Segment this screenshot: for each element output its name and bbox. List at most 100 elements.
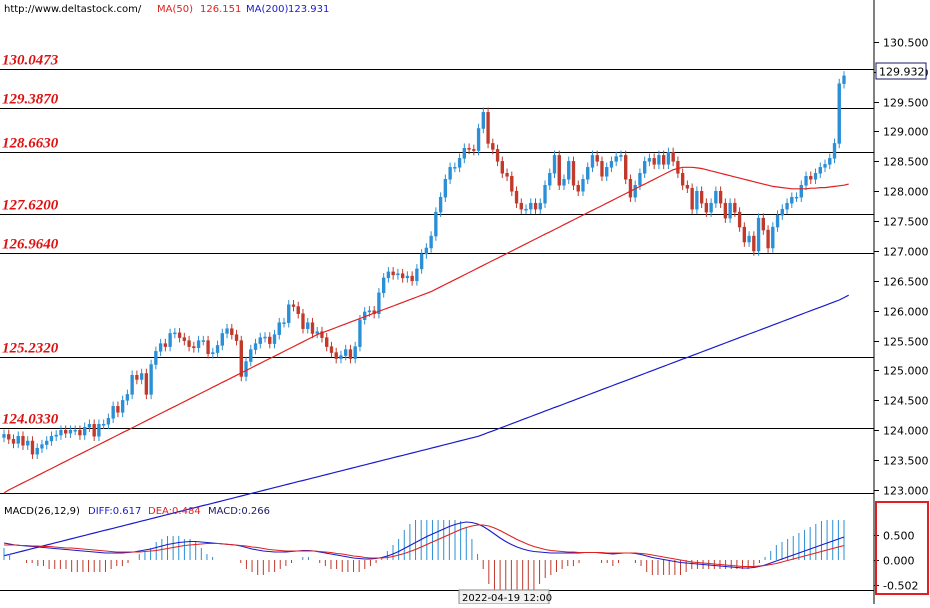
- candle-body: [125, 394, 130, 401]
- candle-body: [742, 226, 747, 243]
- candle-body: [45, 440, 49, 445]
- candle-body: [230, 328, 234, 335]
- candle-body: [761, 217, 765, 231]
- candle-body: [21, 435, 25, 446]
- candle-body: [832, 143, 837, 159]
- candle-body: [666, 152, 671, 165]
- level-label-3: 127.6200: [2, 198, 59, 214]
- candle-body: [747, 235, 751, 243]
- candle-body: [154, 351, 158, 365]
- candle-body: [661, 155, 666, 165]
- candle-body: [671, 152, 675, 162]
- macd-axis-highlight: [875, 501, 929, 595]
- site-url[interactable]: http://www.deltastock.com/: [4, 4, 142, 15]
- candle-body: [647, 158, 652, 162]
- candle-body: [83, 427, 87, 436]
- candle-body: [718, 190, 723, 204]
- candle-body: [429, 235, 433, 249]
- candle-body: [533, 202, 538, 210]
- candle-body: [59, 430, 63, 436]
- candle-body: [543, 184, 547, 204]
- candle-body: [282, 322, 286, 324]
- candle-body: [472, 149, 476, 151]
- candle-body: [244, 361, 248, 377]
- candle-body: [771, 226, 775, 249]
- y-tick-label-12: 129.000: [883, 126, 929, 139]
- y-tick-label-2: 124.000: [883, 425, 929, 438]
- candle-body: [201, 340, 205, 342]
- candle-body: [586, 167, 590, 180]
- candle-body: [410, 275, 414, 282]
- candle-body: [728, 202, 732, 219]
- candle-body: [334, 352, 338, 359]
- candle-body: [766, 229, 770, 249]
- candle-body: [215, 345, 220, 353]
- candle-body: [26, 440, 30, 446]
- candle-body: [823, 164, 827, 168]
- candle-body: [30, 440, 35, 455]
- candle-body: [614, 156, 618, 162]
- candle-body: [381, 277, 386, 294]
- candle-body: [225, 328, 229, 334]
- candle-body: [320, 331, 324, 338]
- candle-body: [106, 418, 111, 425]
- macd-dea-label: DEA:0.484: [148, 506, 201, 517]
- candle-body: [329, 346, 334, 353]
- candle-body: [92, 424, 96, 437]
- candle-body: [590, 155, 595, 168]
- y-tick-label-3: 124.500: [883, 395, 929, 408]
- candle-body: [780, 208, 784, 216]
- candle-body: [794, 196, 799, 199]
- candle-body: [443, 179, 448, 198]
- candle-body: [301, 313, 305, 329]
- candle-body: [405, 275, 410, 279]
- candle-body: [120, 400, 125, 413]
- candle-body: [624, 155, 628, 180]
- y-tick-label-5: 125.500: [883, 336, 929, 349]
- macd-diff-label: DIFF:0.617: [88, 506, 141, 517]
- candle-body: [828, 158, 832, 165]
- candle-body: [101, 424, 106, 426]
- y-tick-label-9: 127.500: [883, 216, 929, 229]
- candle-body: [557, 155, 561, 186]
- candle-body: [690, 187, 694, 210]
- candle-body: [73, 430, 77, 432]
- candle-body: [54, 434, 58, 437]
- candle-body: [737, 211, 742, 228]
- time-label: 2022-04-19 12:00: [462, 593, 552, 604]
- candle-body: [64, 430, 68, 434]
- candle-body: [296, 306, 300, 314]
- candle-body: [272, 334, 277, 344]
- candle-body: [457, 158, 462, 168]
- ma50-legend-value: 126.151: [200, 4, 241, 15]
- candle-body: [173, 332, 177, 335]
- candle-body: [220, 333, 224, 346]
- candle-body: [2, 434, 6, 438]
- y-tick-label-6: 126.000: [883, 306, 929, 319]
- candle-body: [609, 161, 614, 168]
- candle-body: [486, 112, 490, 144]
- main-plot-frame: [0, 0, 875, 604]
- candle-body: [11, 438, 16, 444]
- candle-body: [600, 161, 604, 177]
- level-label-4: 126.9640: [2, 237, 59, 253]
- candle-body: [163, 343, 168, 347]
- candle-body: [467, 147, 471, 150]
- candle-body: [809, 176, 813, 180]
- y-tick-label-1: 123.500: [883, 455, 929, 468]
- candle-body: [657, 155, 661, 165]
- current-price-label: 129.932: [879, 66, 925, 79]
- ma200-legend-value: 123.931: [288, 4, 329, 15]
- y-tick-label-0: 123.000: [883, 485, 929, 498]
- candle-body: [234, 334, 239, 341]
- candle-body: [348, 349, 353, 359]
- candle-body: [775, 214, 780, 228]
- candle-body: [643, 161, 647, 174]
- candle-body: [529, 202, 533, 210]
- candle-body: [804, 176, 808, 186]
- candle-body: [35, 447, 39, 455]
- candle-body: [524, 208, 528, 211]
- candle-body: [709, 202, 713, 213]
- candle-body: [139, 373, 144, 380]
